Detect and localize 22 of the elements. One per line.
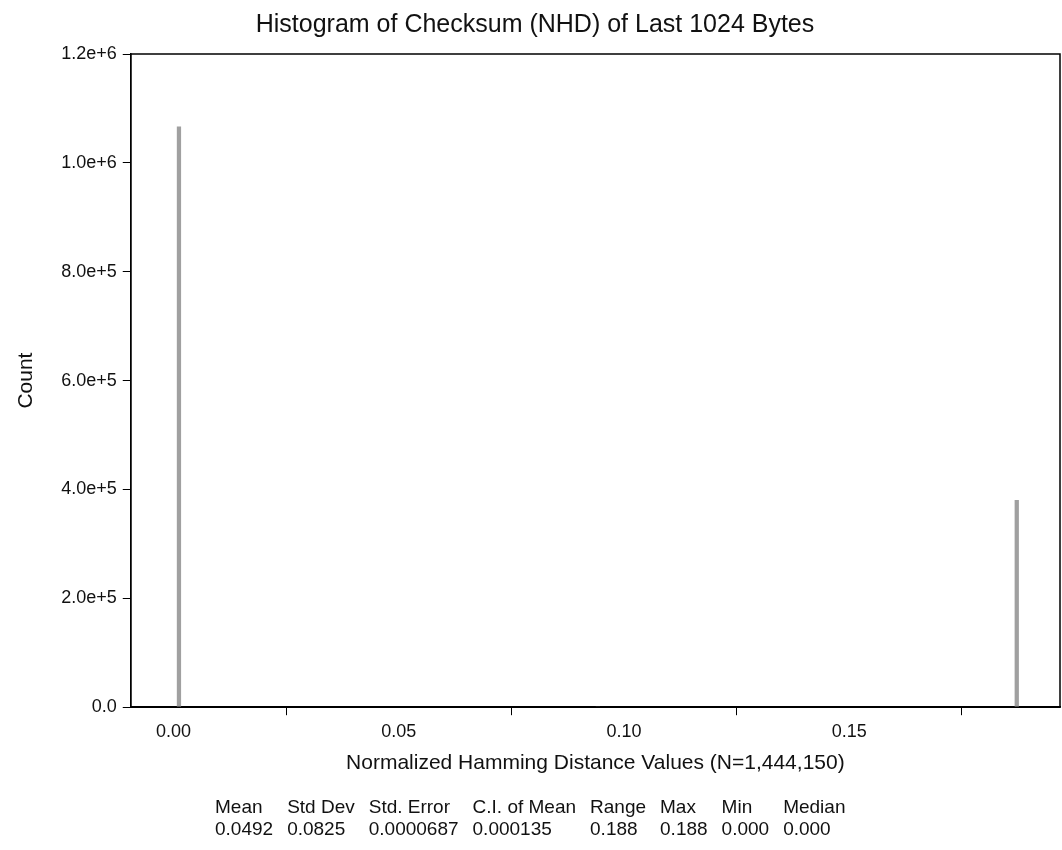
x-tick-label: 0.05: [381, 720, 417, 741]
text: Min 0.000: [721, 796, 771, 840]
y-tick-label: 4.0e+5: [61, 478, 117, 499]
y-tick-label: 8.0e+5: [61, 260, 117, 281]
text: Std Dev 0.0825: [287, 796, 356, 840]
text: Std. Error 0.0000687: [368, 796, 460, 840]
y-axis-title: Count: [13, 352, 37, 409]
text: Range 0.188: [590, 796, 648, 840]
y-tick-label: 1.2e+6: [61, 42, 117, 63]
y-tick-label: 2.0e+5: [61, 587, 117, 608]
text: C.I. of Mean 0.000135: [472, 796, 578, 840]
text: Max 0.188: [660, 796, 709, 840]
chart-title: Histogram of Checksum (NHD) of Last 1024 Bytes: [255, 8, 815, 37]
x-axis-title: Normalized Hamming Distance Values (N=1,444,150): [346, 750, 845, 774]
y-tick-label: 0.0: [91, 696, 117, 717]
x-tick-label: 0.15: [831, 720, 867, 741]
text: Mean 0.0492: [215, 796, 275, 840]
y-tick-label: 6.0e+5: [61, 369, 117, 390]
x-tick-label: 0.00: [156, 720, 192, 741]
x-tick-label: 0.10: [606, 720, 642, 741]
y-tick-label: 1.0e+6: [61, 151, 117, 172]
text: Median 0.000: [783, 796, 847, 840]
